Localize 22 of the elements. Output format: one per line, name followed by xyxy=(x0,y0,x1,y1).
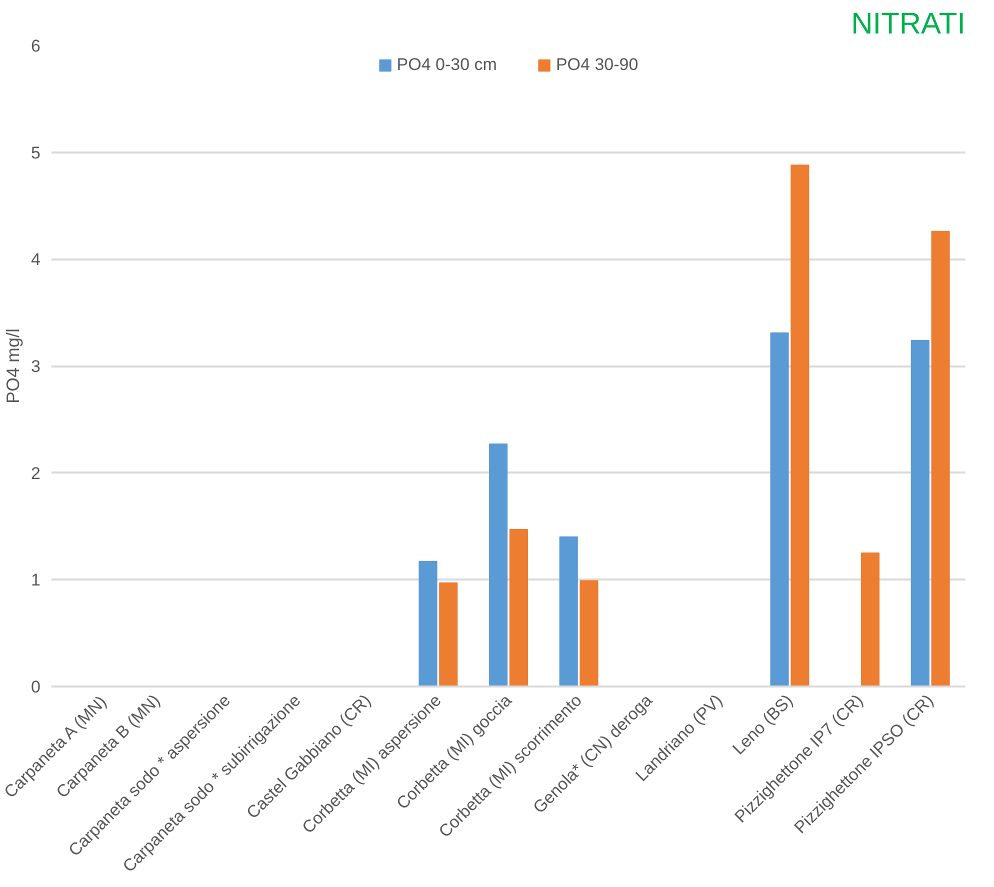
bar xyxy=(418,561,438,686)
bar xyxy=(790,164,810,686)
y-tick-label: 5 xyxy=(31,143,41,162)
bar xyxy=(580,580,598,686)
bar xyxy=(559,536,578,686)
bar xyxy=(509,528,528,686)
bar xyxy=(910,340,930,686)
bar xyxy=(439,582,458,686)
bar xyxy=(489,443,508,686)
y-tick-label: 0 xyxy=(31,678,41,696)
y-axis-title: PO4 mg/l xyxy=(3,328,24,404)
bar xyxy=(770,332,789,686)
y-tick-label: 6 xyxy=(31,36,41,56)
legend-label: PO4 0-30 cm xyxy=(396,55,497,75)
legend-label: PO4 30-90 xyxy=(556,55,638,75)
y-tick-label: 4 xyxy=(31,250,41,270)
y-tick-label: 3 xyxy=(31,357,41,376)
y-tick-label: 1 xyxy=(31,570,41,590)
bar xyxy=(860,552,880,686)
y-tick-label: 2 xyxy=(31,464,41,483)
bar xyxy=(931,230,950,686)
chart-title: NITRATI xyxy=(851,8,966,40)
